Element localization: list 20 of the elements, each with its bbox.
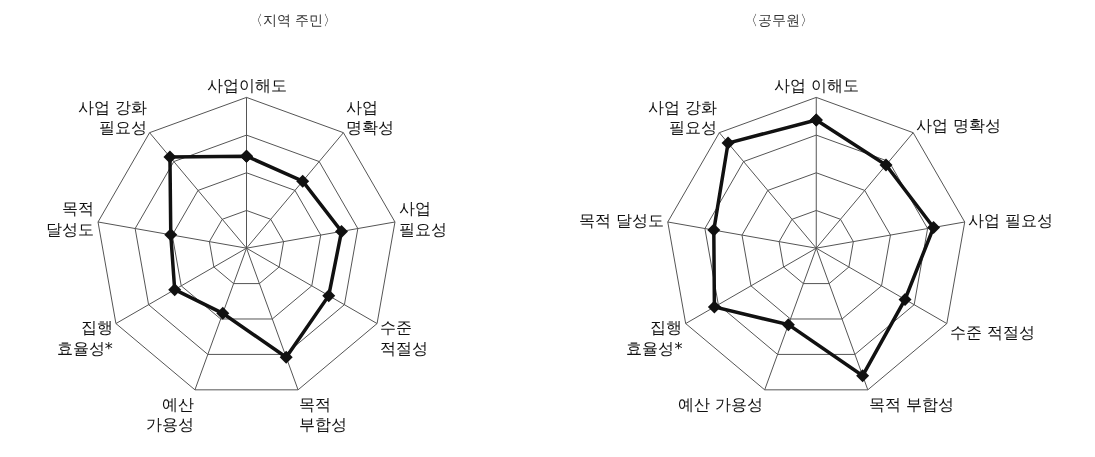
spoke-label: 집행 효율성*	[56, 318, 113, 358]
spoke-label: 목적 부합성	[869, 395, 955, 415]
spoke-label: 예산 가용성	[678, 395, 764, 415]
spoke-label: 사업 이해도	[773, 75, 859, 95]
spoke-label: 목적 부합성	[299, 394, 348, 435]
spoke-label: 사업이해도	[206, 75, 287, 95]
spoke-label: 수준 적절성	[380, 318, 429, 358]
spoke-label: 예산 가용성	[145, 394, 194, 435]
spoke-label: 사업 필요성	[398, 199, 447, 239]
spoke-label: 수준 적절성	[950, 323, 1036, 343]
spoke-label: 사업 필요성	[968, 211, 1054, 231]
spoke-label: 사업 명확성	[915, 115, 1001, 135]
spoke-label: 사업 강화 필요성	[647, 97, 717, 138]
chart-title: 〈공무원〉	[744, 12, 814, 28]
spoke-label: 사업 강화 필요성	[78, 97, 148, 138]
chart-title: 〈지역 주민〉	[249, 12, 338, 28]
spoke-label: 사업 명확성	[345, 97, 394, 138]
spoke-label: 집행 효율성*	[626, 318, 683, 358]
spoke-label: 목적 달성도	[579, 211, 665, 231]
spoke-label: 목적 달성도	[46, 199, 95, 239]
